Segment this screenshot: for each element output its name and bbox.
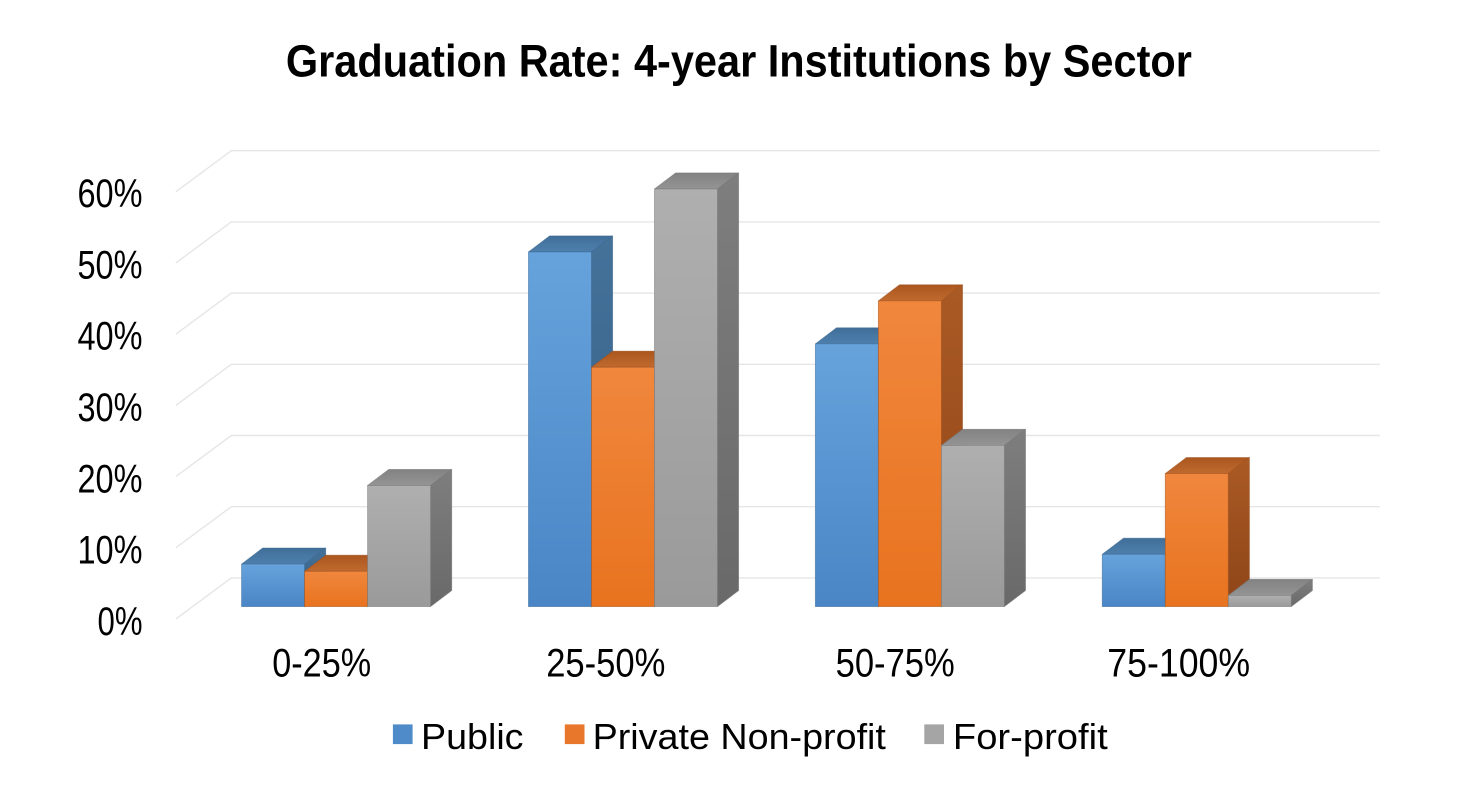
svg-text:60%: 60% — [78, 172, 143, 216]
svg-text:0-25%: 0-25% — [272, 641, 371, 685]
svg-text:50%: 50% — [78, 243, 143, 287]
svg-text:75-100%: 75-100% — [1107, 641, 1250, 685]
svg-text:Public: Public — [421, 716, 524, 757]
svg-text:20%: 20% — [78, 457, 143, 501]
svg-text:For-profit: For-profit — [953, 716, 1108, 757]
svg-text:30%: 30% — [78, 386, 143, 430]
svg-text:Graduation Rate: 4-year Instit: Graduation Rate: 4-year Institutions by … — [286, 36, 1192, 87]
svg-text:10%: 10% — [78, 529, 143, 573]
svg-text:0%: 0% — [98, 600, 143, 644]
svg-text:40%: 40% — [78, 315, 143, 359]
svg-text:25-50%: 25-50% — [546, 641, 665, 685]
svg-text:Private Non-profit: Private Non-profit — [593, 716, 886, 757]
svg-text:50-75%: 50-75% — [836, 641, 955, 685]
